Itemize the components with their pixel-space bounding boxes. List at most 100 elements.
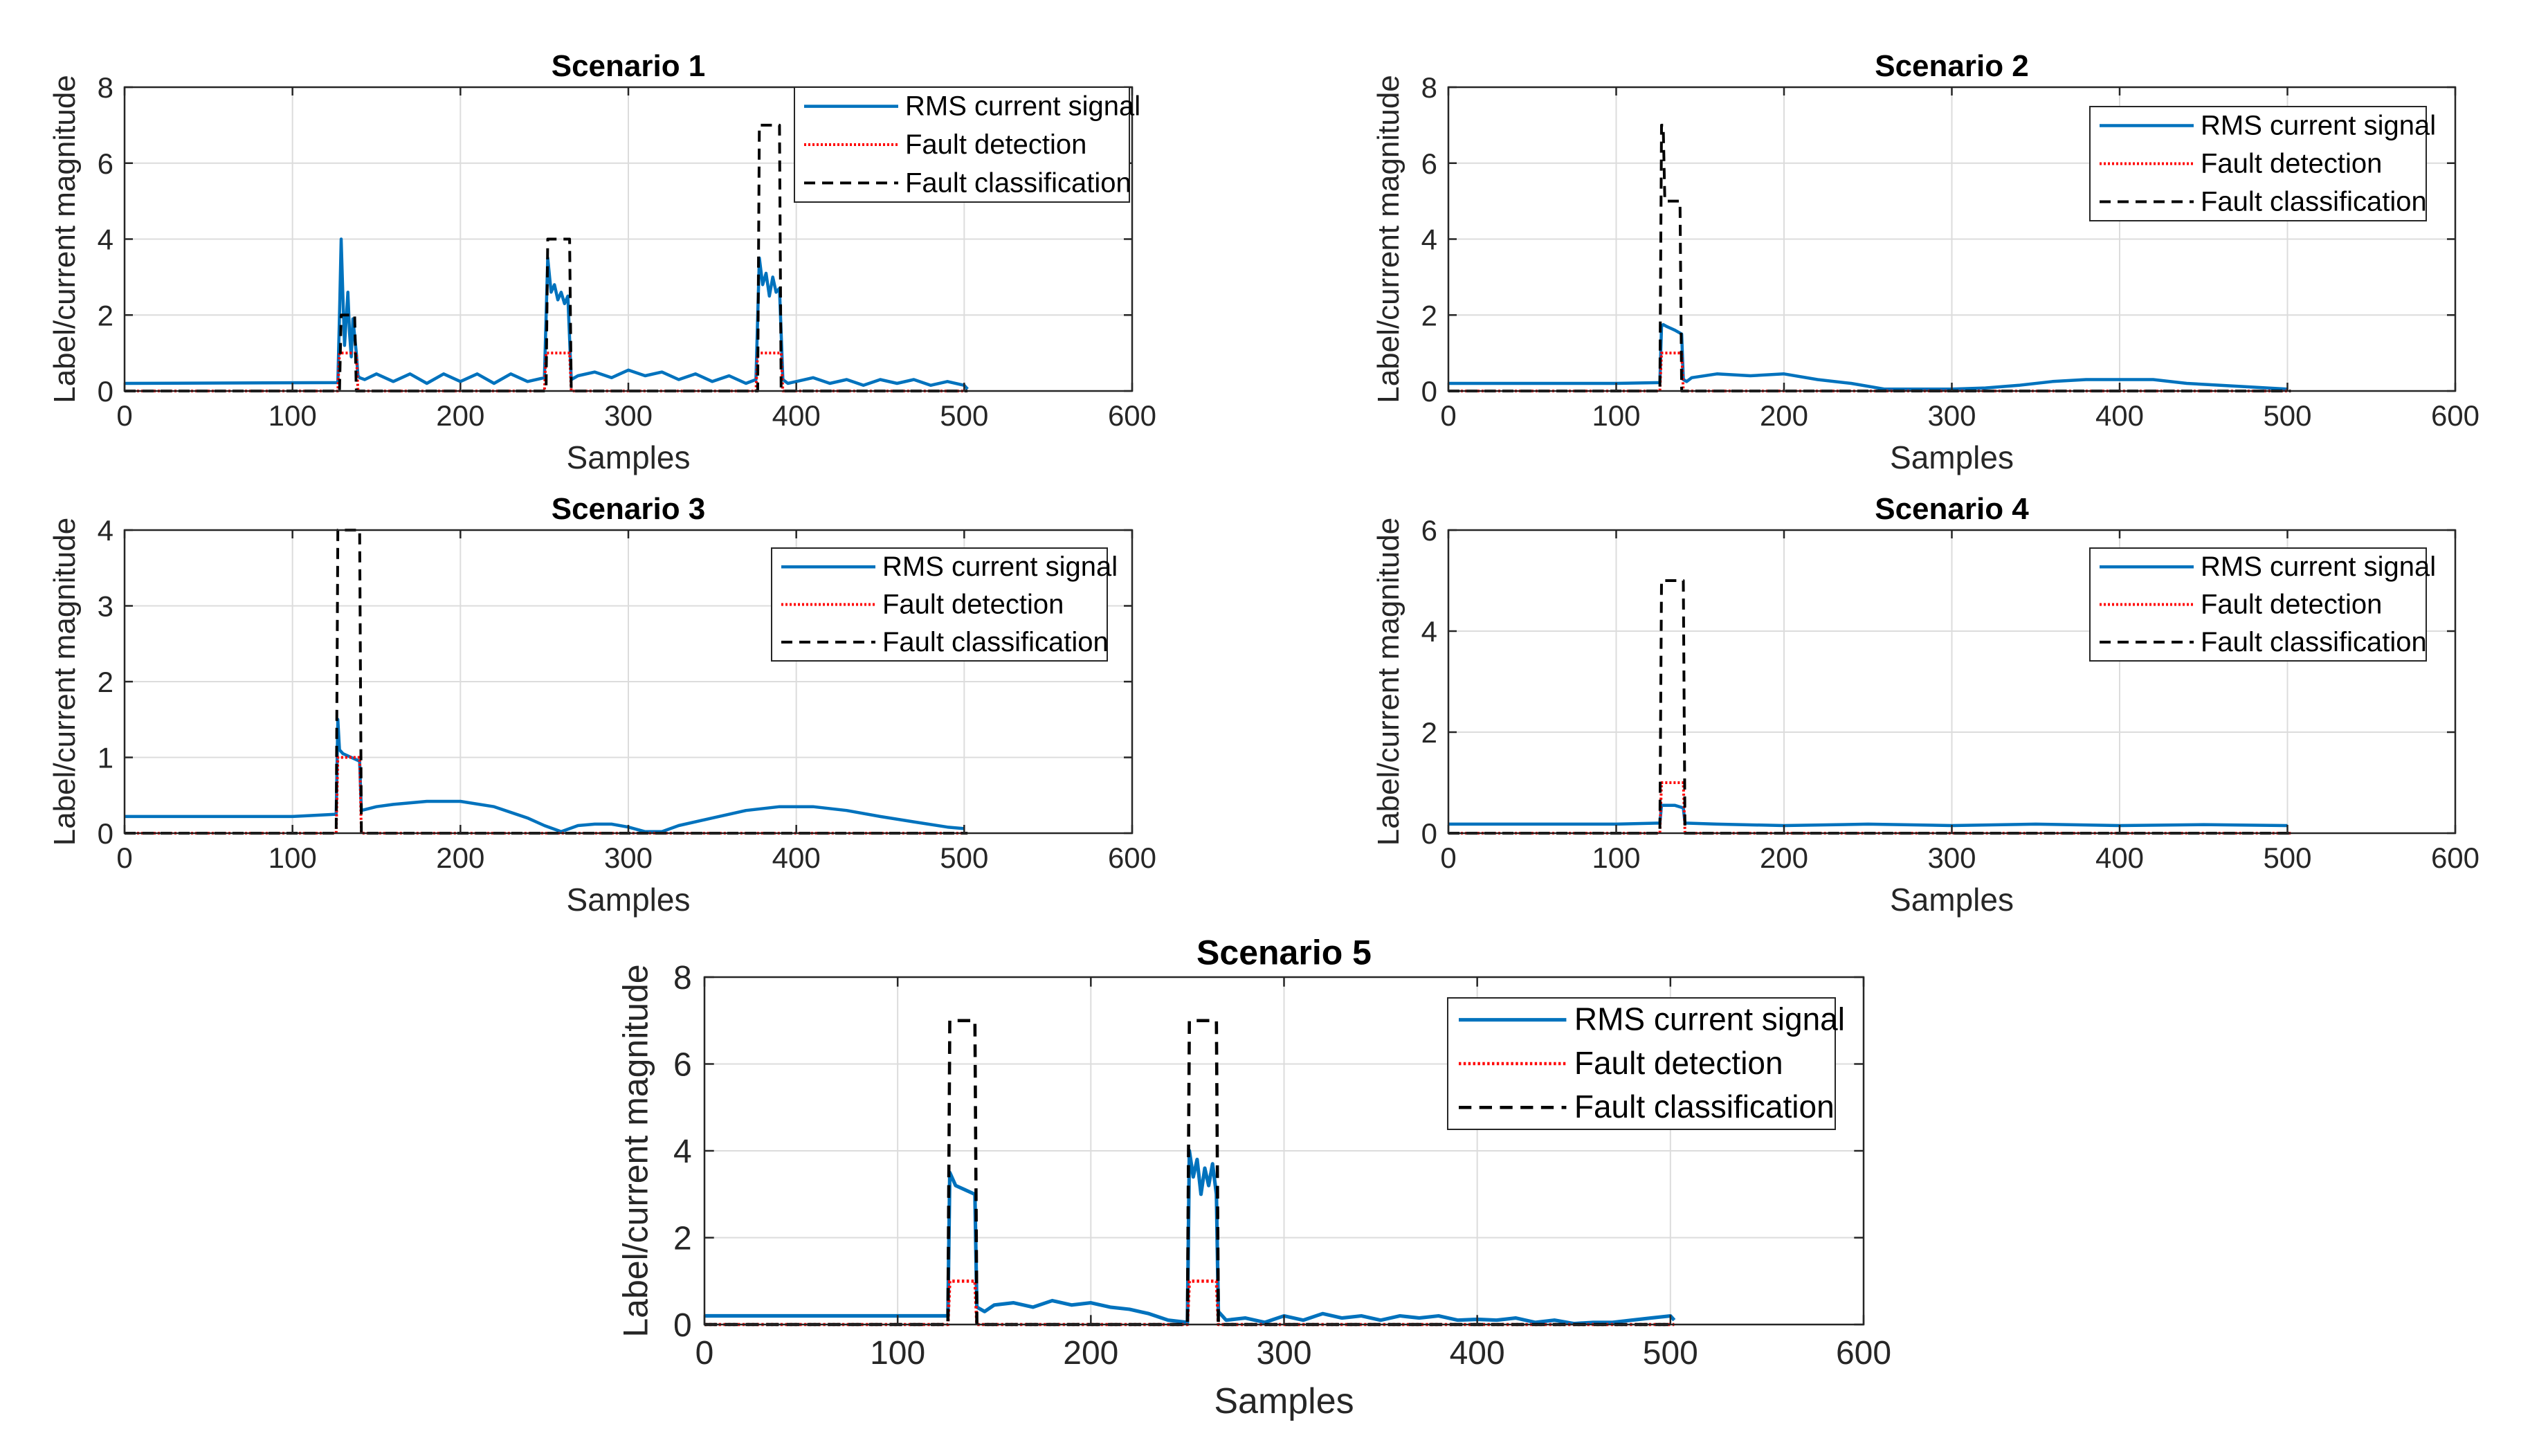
series-line-fault-classification [704, 1019, 1675, 1327]
x-tick-label: 600 [1108, 841, 1156, 874]
x-tick-label: 500 [1643, 1335, 1698, 1372]
series-line-fault-classification [1448, 579, 2291, 835]
legend-label: Fault detection [905, 129, 1086, 160]
y-tick-label: 1 [98, 742, 113, 774]
x-tick-label: 0 [695, 1335, 714, 1372]
x-tick-label: 600 [2431, 399, 2479, 432]
x-axis-label: Samples [1890, 439, 2014, 475]
legend-label: Fault classification [1574, 1089, 1835, 1125]
legend-label: Fault detection [882, 590, 1064, 620]
legend-label: Fault detection [2201, 149, 2382, 179]
legend: RMS current signal Fault detection Fault c… [1447, 997, 1845, 1130]
legend: RMS current signal Fault detection Fault c… [2089, 106, 2436, 221]
chart-scenario-2: 0 100 200 300 400 500 600 0 2 4 6 8 Scenario 2 Sample… [1372, 49, 2479, 475]
x-tick-label: 400 [772, 841, 821, 874]
chart-title: Scenario 2 [1875, 49, 2029, 83]
y-axis-label: Label/current magnitude [1372, 75, 1405, 403]
y-tick-label: 2 [1421, 716, 1437, 749]
x-tick-label: 100 [269, 399, 317, 432]
series-line-rms-current-signal [125, 718, 965, 834]
chart-scenario-5: 0 100 200 300 400 500 600 0 2 4 6 8 Scenario 5 Sample… [617, 934, 1891, 1421]
x-tick-label: 500 [940, 399, 988, 432]
legend-label: Fault detection [1574, 1045, 1783, 1081]
y-axis-label: Label/current magnitude [48, 518, 82, 846]
x-tick-label: 200 [436, 399, 484, 432]
series-line-fault-classification [125, 123, 968, 392]
x-tick-label: 300 [1256, 1335, 1311, 1372]
x-tick-label: 0 [1440, 399, 1456, 432]
legend-label: Fault detection [2201, 590, 2382, 620]
chart-scenario-1: 0 100 200 300 400 500 600 0 2 4 6 8 Scenario 1 Sample… [48, 49, 1156, 475]
x-tick-label: 100 [1592, 399, 1640, 432]
x-tick-label: 300 [1927, 841, 1976, 874]
legend: RMS current signal Fault detection Fault c… [2089, 547, 2436, 662]
y-tick-label: 8 [1421, 71, 1437, 104]
series-line-rms-current-signal [1448, 322, 2288, 391]
y-tick-label: 6 [98, 147, 113, 180]
x-tick-label: 0 [116, 399, 132, 432]
x-tick-label: 300 [604, 399, 653, 432]
y-tick-label: 8 [98, 71, 113, 104]
x-tick-label: 600 [2431, 841, 2479, 874]
x-tick-label: 200 [1063, 1335, 1118, 1372]
y-axis-label: Label/current magnitude [1372, 518, 1405, 846]
y-tick-label: 0 [98, 817, 113, 850]
y-tick-label: 2 [673, 1221, 692, 1257]
legend-label: RMS current signal [2201, 552, 2436, 582]
y-axis-label: Label/current magnitude [617, 964, 655, 1337]
chart-scenario-4: 0 100 200 300 400 500 600 0 2 4 6 Scenario 4 Samples… [1372, 492, 2479, 918]
y-tick-label: 2 [98, 299, 113, 331]
x-tick-label: 500 [2263, 399, 2311, 432]
series-line-rms-current-signal [1448, 803, 2288, 828]
x-tick-label: 400 [2095, 841, 2144, 874]
legend-label: RMS current signal [882, 552, 1118, 582]
x-tick-label: 600 [1108, 399, 1156, 432]
x-axis-label: Samples [1214, 1381, 1354, 1421]
x-tick-label: 200 [436, 841, 484, 874]
x-tick-label: 500 [940, 841, 988, 874]
y-tick-label: 6 [673, 1047, 692, 1084]
x-axis-label: Samples [567, 882, 691, 918]
x-tick-label: 400 [1450, 1335, 1505, 1372]
chart-title: Scenario 1 [552, 49, 706, 83]
legend-label: Fault classification [2201, 627, 2427, 657]
x-tick-label: 300 [1927, 399, 1976, 432]
x-tick-label: 400 [2095, 399, 2144, 432]
x-tick-label: 200 [1760, 841, 1808, 874]
y-tick-label: 6 [1421, 514, 1437, 547]
chart-scenario-3: 0 100 200 300 400 500 600 0 1 2 3 4 Scenario 3 Sample… [48, 492, 1156, 918]
series-line-fault-detection [125, 352, 968, 392]
x-axis-label: Samples [567, 439, 691, 475]
y-tick-label: 4 [1421, 615, 1437, 648]
legend: RMS current signal Fault detection Fault c… [794, 87, 1140, 203]
chart-title: Scenario 4 [1875, 492, 2029, 526]
y-axis-label: Label/current magnitude [48, 75, 82, 403]
y-tick-label: 0 [98, 375, 113, 408]
x-tick-label: 100 [269, 841, 317, 874]
y-tick-label: 2 [98, 666, 113, 698]
x-tick-label: 500 [2263, 841, 2311, 874]
x-tick-label: 0 [116, 841, 132, 874]
y-tick-label: 0 [1421, 375, 1437, 408]
y-tick-label: 8 [673, 960, 692, 997]
x-tick-label: 100 [1592, 841, 1640, 874]
series-line-fault-classification [1448, 123, 2291, 392]
x-tick-label: 100 [870, 1335, 925, 1372]
y-tick-label: 2 [1421, 299, 1437, 331]
x-tick-label: 200 [1760, 399, 1808, 432]
legend: RMS current signal Fault detection Fault c… [771, 547, 1118, 662]
legend-label: RMS current signal [905, 91, 1140, 122]
legend-label: Fault classification [905, 167, 1131, 198]
y-tick-label: 4 [1421, 224, 1437, 256]
y-tick-label: 4 [673, 1134, 692, 1170]
legend-label: Fault classification [882, 627, 1109, 657]
y-tick-label: 4 [98, 224, 113, 256]
series-line-rms-current-signal [704, 1149, 1676, 1326]
legend-label: RMS current signal [2201, 111, 2436, 141]
chart-title: Scenario 3 [552, 492, 706, 526]
y-tick-label: 0 [673, 1307, 692, 1344]
legend-label: Fault classification [2201, 187, 2427, 217]
legend-label: RMS current signal [1574, 1001, 1845, 1037]
y-tick-label: 3 [98, 590, 113, 623]
